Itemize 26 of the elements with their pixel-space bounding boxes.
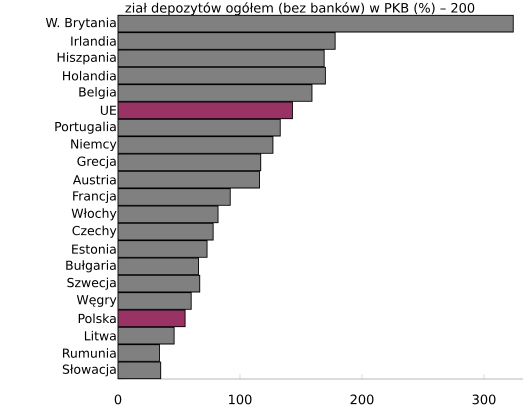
y-tick-label: W. Brytania — [46, 18, 116, 30]
y-tick-label: Szwecja — [67, 278, 116, 290]
y-tick-label: Niemcy — [71, 138, 116, 152]
x-tick-label: 0 — [114, 394, 122, 404]
y-tick-label: UE — [100, 106, 116, 115]
x-tick-label: 100 — [229, 394, 252, 404]
y-tick-label: Belgia — [79, 86, 116, 100]
y-tick-label: Austria — [72, 174, 116, 184]
chart-title: ział depozytów ogółem (bez banków) w PKB (%) – 200 — [125, 2, 474, 16]
y-tick-label: Węgry — [76, 295, 116, 307]
y-tick-label: Estonia — [72, 244, 116, 254]
y-tick-label: Włochy — [72, 208, 116, 220]
y-tick-label: Francja — [73, 190, 116, 204]
y-tick-label: Holandia — [63, 70, 116, 80]
y-tick-label: Słowacja — [62, 364, 116, 376]
y-tick-label: Polska — [78, 314, 116, 324]
y-tick-label: Grecja — [77, 156, 116, 168]
y-tick-label: Rumunia — [63, 348, 116, 358]
y-tick-label: Czechy — [72, 226, 116, 238]
y-tick-label: Irlandia — [71, 36, 116, 46]
y-tick-label: Portugalia — [55, 122, 116, 134]
y-tick-label: Hiszpania — [58, 52, 116, 64]
x-tick-label: 300 — [472, 394, 496, 404]
y-tick-label: Litwa — [84, 330, 116, 340]
y-tick-label: Bułgaria — [66, 260, 116, 272]
x-tick-label: 200 — [350, 394, 374, 404]
